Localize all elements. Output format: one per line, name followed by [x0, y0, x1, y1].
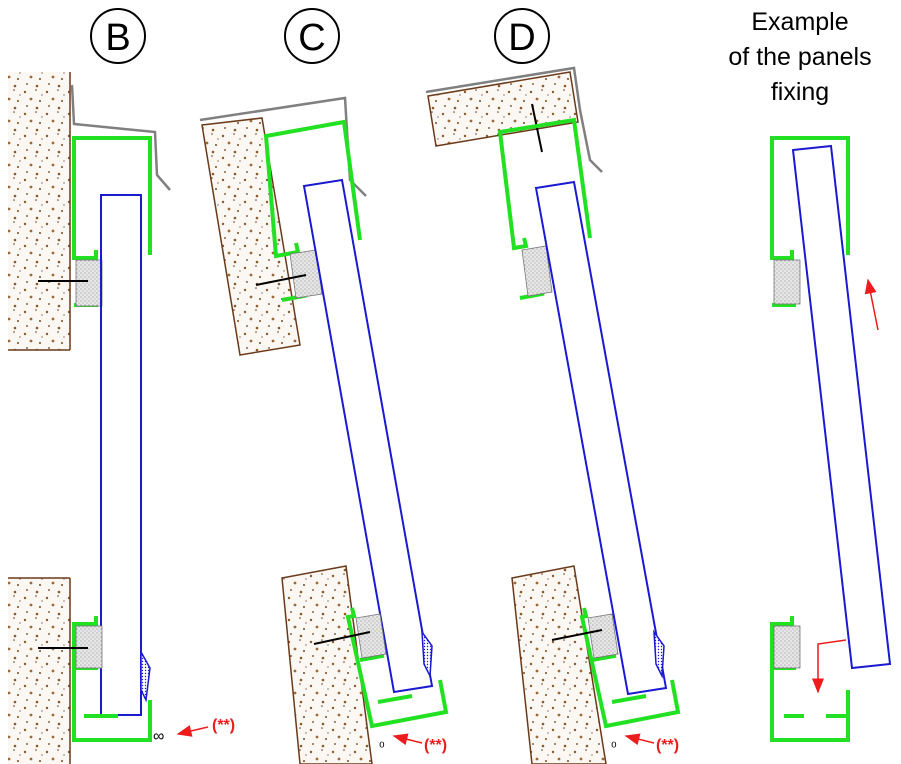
flashing-d [425, 66, 603, 173]
note-c: (**) [424, 737, 447, 754]
panel-b [100, 194, 142, 716]
top-profile-b [72, 136, 152, 260]
drip-icon-d: ⁰ [611, 739, 617, 755]
note-d: (**) [656, 737, 679, 754]
drop-arrow [812, 639, 847, 694]
screw-bottom-c [313, 631, 371, 645]
example-gasket-bottom [773, 625, 801, 669]
section-c-label: C [298, 17, 325, 59]
seal-c [421, 629, 433, 679]
section-d: D ⁰ (**) [425, 8, 681, 764]
section-b-label: B [105, 17, 130, 59]
example-panel [791, 144, 892, 670]
seal-b [140, 649, 151, 703]
panel-c [302, 178, 434, 694]
top-profile-c [263, 119, 362, 259]
screw-bottom-d [551, 629, 603, 641]
example-gasket-top [773, 259, 801, 305]
wall-top-c [201, 117, 301, 356]
section-b: B ∞ (**) [8, 8, 235, 764]
wall-bottom-d [511, 565, 607, 764]
lift-arrow [864, 278, 879, 331]
note-b: (**) [212, 717, 235, 734]
bottom-profile-b [72, 616, 152, 742]
example-top-profile [770, 136, 850, 260]
example-bottom-profile [770, 616, 850, 742]
section-d-label: D [508, 17, 535, 59]
top-profile-d [497, 117, 592, 251]
wall-top-d [427, 71, 579, 147]
section-d-badge [494, 8, 550, 64]
wall-bottom-b [8, 578, 70, 764]
gasket-top-c [289, 249, 323, 299]
gasket-top-b [75, 259, 103, 307]
flashing-b [70, 84, 171, 191]
example-section: Example of the panels fixing [728, 8, 892, 742]
bottom-profile-d [579, 607, 681, 729]
section-c: C ⁰ (**) [199, 8, 449, 764]
drip-icon-c: ⁰ [379, 739, 385, 755]
section-c-badge [284, 8, 340, 64]
gasket-bottom-d [587, 613, 619, 659]
gasket-top-d [521, 245, 553, 297]
gasket-bottom-c [355, 613, 387, 659]
example-title-line1: Example [751, 8, 848, 36]
drip-icon-b: ∞ [153, 728, 164, 745]
screw-top-c [255, 274, 307, 286]
bottom-profile-c [345, 607, 449, 729]
section-b-badge [90, 8, 146, 64]
example-title-line3: fixing [771, 78, 829, 106]
panel-d [534, 180, 668, 696]
example-title-line2: of the panels [728, 43, 871, 71]
seal-d [653, 629, 665, 679]
wall-top-b [8, 72, 70, 350]
